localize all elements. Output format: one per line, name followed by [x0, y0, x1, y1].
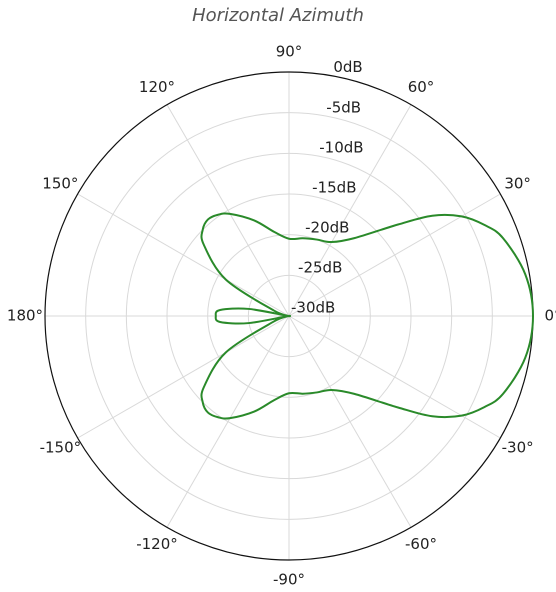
radial-tick-label: -30dB	[291, 299, 335, 317]
radial-tick-label: -15dB	[312, 178, 356, 196]
angle-tick-label: 60°	[408, 78, 435, 96]
angle-tick-label: 120°	[139, 78, 175, 96]
radial-tick-label: -25dB	[298, 258, 342, 276]
angle-tick-label: 30°	[504, 175, 531, 193]
grid-spoke	[166, 104, 290, 317]
grid-spoke	[166, 315, 290, 528]
angle-tick-label: 150°	[42, 175, 78, 193]
grid-spoke	[288, 193, 501, 317]
angle-tick-label: 180°	[7, 307, 43, 325]
grid-spoke	[288, 315, 501, 439]
angle-labels: 0° 30° 60° 90° 120° 150° 180° -150° -120° -90° -60…	[7, 43, 556, 589]
angle-tick-label: -150°	[40, 439, 82, 457]
db-labels: 0dB -5dB -10dB -15dB -20dB -25dB -30dB	[291, 58, 364, 316]
radial-tick-label: -5dB	[326, 98, 361, 116]
grid-spoke	[77, 315, 290, 439]
spokes-layer	[45, 72, 533, 560]
chart-title: Horizontal Azimuth	[192, 5, 364, 26]
angle-tick-label: -90°	[273, 571, 305, 589]
radial-tick-label: 0dB	[333, 58, 362, 76]
angle-tick-label: -30°	[502, 439, 534, 457]
series-line	[200, 212, 535, 420]
angle-tick-label: -60°	[405, 535, 437, 553]
radial-tick-label: -10dB	[319, 138, 363, 156]
radial-tick-label: -20dB	[305, 218, 349, 236]
angle-tick-label: 90°	[276, 43, 303, 61]
grid-spoke	[288, 104, 412, 317]
grid-spoke	[288, 315, 412, 528]
angle-tick-label: 0°	[544, 307, 556, 325]
grid-spoke	[77, 193, 290, 317]
angle-tick-label: -120°	[136, 535, 178, 553]
